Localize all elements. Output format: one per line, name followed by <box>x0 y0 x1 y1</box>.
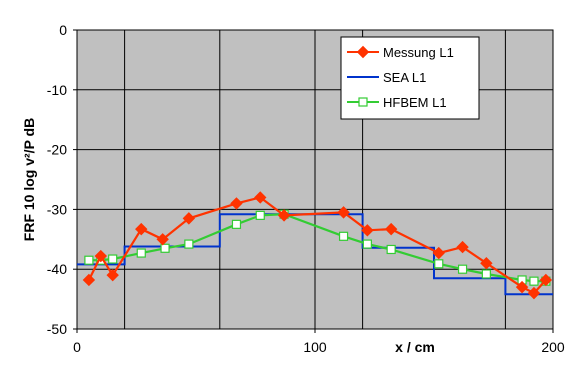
legend-marker-hfbem-l1 <box>358 97 368 107</box>
x-tick-label: 100 <box>303 339 327 355</box>
data-point-messung-l1 <box>94 249 108 263</box>
legend-label-hfbem-l1: HFBEM L1 <box>383 95 447 110</box>
data-point-hfbem-l1 <box>481 269 491 279</box>
y-tick-label: -40 <box>47 261 67 277</box>
data-point-hfbem-l1 <box>386 244 396 255</box>
y-tick-label: -50 <box>47 321 67 337</box>
y-tick-label: 0 <box>59 22 67 38</box>
legend: Messung L1 SEA L1 HFBEM L1 <box>340 36 480 120</box>
data-point-hfbem-l1 <box>160 243 170 253</box>
legend-label-sea-l1: SEA L1 <box>383 70 426 85</box>
data-point-hfbem-l1 <box>108 254 118 264</box>
data-point-messung-l1 <box>106 268 119 282</box>
data-point-messung-l1 <box>456 240 469 254</box>
data-point-hfbem-l1 <box>362 239 372 249</box>
data-point-messung-l1 <box>539 273 553 287</box>
series-messung-l1 <box>82 191 553 300</box>
data-point-messung-l1 <box>156 233 169 246</box>
data-point-hfbem-l1 <box>136 248 146 258</box>
data-point-hfbem-l1 <box>84 255 94 265</box>
data-point-hfbem-l1 <box>457 264 468 274</box>
data-point-messung-l1 <box>337 206 350 219</box>
series-line-hfbem-l1 <box>88 213 546 283</box>
y-tick-label: -30 <box>47 201 67 217</box>
data-point-hfbem-l1 <box>529 276 539 286</box>
data-point-messung-l1 <box>527 286 541 300</box>
legend-label-messung-l1: Messung L1 <box>383 45 454 60</box>
data-point-messung-l1 <box>182 212 196 225</box>
data-point-messung-l1 <box>135 222 148 236</box>
data-point-messung-l1 <box>82 273 96 287</box>
data-point-hfbem-l1 <box>184 239 194 249</box>
data-point-messung-l1 <box>480 257 493 270</box>
data-point-hfbem-l1 <box>231 219 242 229</box>
data-point-messung-l1 <box>230 197 243 210</box>
series-line-messung-l1 <box>87 196 547 295</box>
data-point-hfbem-l1 <box>338 231 349 241</box>
y-axis-title: FRF 10 log v²/P dB <box>21 118 37 241</box>
data-point-messung-l1 <box>361 224 374 237</box>
data-point-messung-l1 <box>432 246 445 260</box>
series-layer <box>77 191 553 300</box>
data-point-messung-l1 <box>384 222 398 236</box>
y-tick-label: -10 <box>47 82 67 98</box>
data-point-hfbem-l1 <box>255 210 265 220</box>
x-axis-title: x / cm <box>395 339 435 355</box>
data-point-hfbem-l1 <box>434 259 444 269</box>
data-point-messung-l1 <box>254 191 267 204</box>
x-tick-label: 200 <box>541 339 565 355</box>
x-tick-label: 0 <box>73 339 81 355</box>
axis-tick-labels: 0 -10 -20 -30 -40 -50 0 100 200 <box>47 22 565 355</box>
data-point-messung-l1 <box>277 209 291 222</box>
y-tick-label: -20 <box>47 142 67 158</box>
data-point-messung-l1 <box>515 280 529 294</box>
legend-marker-messung-l1 <box>356 45 370 59</box>
